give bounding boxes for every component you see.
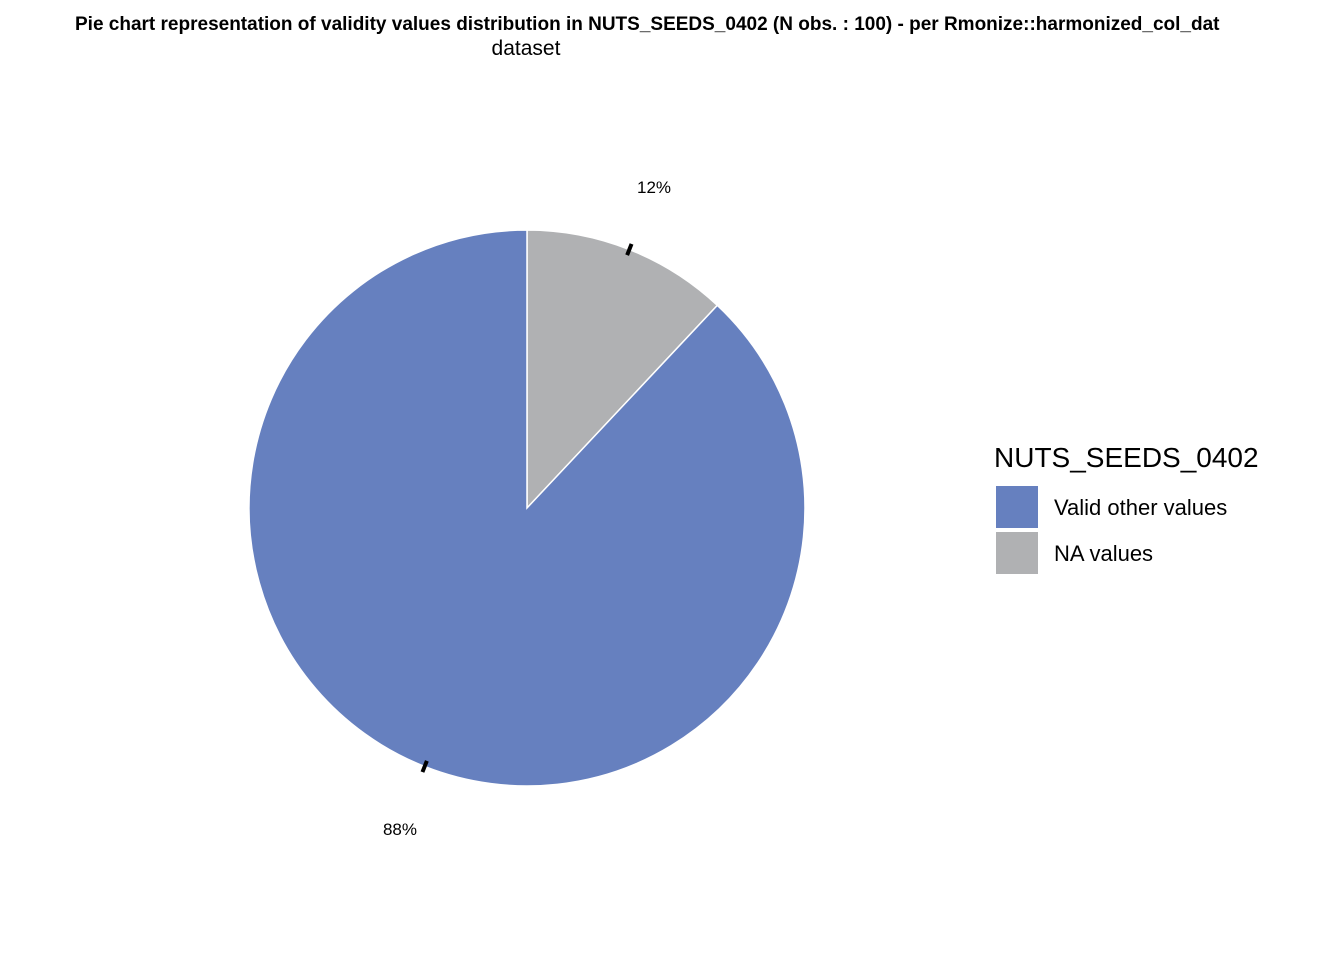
chart-title: Pie chart representation of validity val…: [75, 14, 1220, 35]
chart-title-continued: dataset: [492, 37, 561, 60]
legend-entries: Valid other values NA values: [996, 486, 1227, 574]
pie-label-ticks: [420, 243, 634, 773]
pie-slice-valid-other-values: [248, 229, 806, 787]
pie-percent-label: 12%: [637, 178, 671, 197]
legend-title: NUTS_SEEDS_0402: [994, 442, 1259, 473]
pie-label-tick: [625, 243, 634, 256]
pie-percent-label: 88%: [383, 820, 417, 839]
legend-label: NA values: [1054, 541, 1153, 566]
pie-percent-labels: 12% 88%: [383, 178, 671, 839]
pie-label-tick: [420, 760, 429, 773]
legend-label: Valid other values: [1054, 495, 1227, 520]
legend-swatch: [996, 486, 1038, 528]
legend-swatch: [996, 532, 1038, 574]
pie-slices: [248, 229, 806, 787]
legend: NUTS_SEEDS_0402 Valid other values NA val…: [994, 442, 1259, 574]
